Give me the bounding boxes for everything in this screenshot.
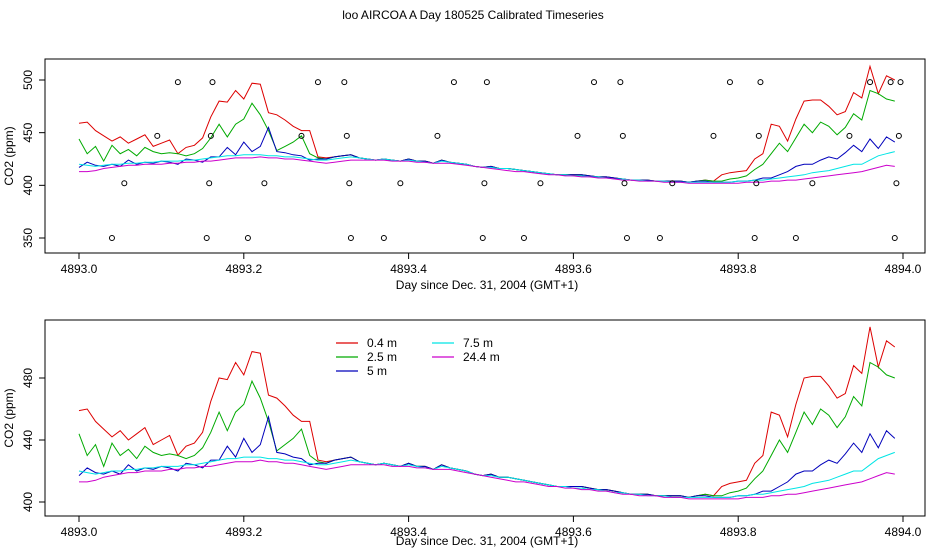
legend-bottom: 0.4 m2.5 m5 m 7.5 m24.4 m	[336, 336, 500, 378]
calibration-point	[753, 180, 760, 187]
calibration-point	[380, 235, 387, 241]
calibration-point	[520, 235, 527, 241]
top-x-tick-label: 4893.2	[225, 262, 262, 276]
x-axis-label-bottom: Day since Dec. 31, 2004 (GMT+1)	[396, 534, 578, 548]
top-y-tick-label: 450	[21, 122, 35, 142]
calibration-point	[591, 79, 597, 86]
calibration-point	[481, 180, 488, 187]
calibration-point	[887, 79, 894, 86]
calibration-point	[792, 235, 799, 241]
series-group-bottom	[78, 326, 896, 500]
bottom-y-tick-label: 480	[21, 368, 35, 388]
calibration-point	[479, 235, 486, 241]
bottom-series-line-5	[79, 459, 895, 500]
y-axis-label-top: CO2 (ppm)	[2, 126, 16, 185]
calibration-point	[897, 79, 904, 86]
calibration-point	[154, 132, 161, 139]
calibration-point	[621, 180, 628, 187]
x-axis-label-top: Day since Dec. 31, 2004 (GMT+1)	[396, 278, 578, 292]
calibration-point	[121, 180, 128, 187]
calibration-point	[341, 79, 348, 86]
top-y-tick-label: 500	[21, 70, 35, 90]
calibration-point	[343, 132, 350, 139]
top-series-line-4	[78, 151, 895, 183]
top-x-tick-label: 4893.6	[555, 262, 592, 276]
calibration-point	[244, 235, 251, 241]
calibration-point	[891, 235, 898, 241]
calibration-point	[751, 235, 758, 241]
calibration-point	[710, 132, 717, 139]
calibration-point	[623, 235, 630, 241]
calibration-point	[893, 180, 900, 187]
calibration-point	[669, 180, 676, 187]
chart-bottom: 4893.0 4893.2 4893.4 4893.6 4893.8 4894.0 400 4…	[2, 319, 926, 548]
legend-label: 2.5 m	[367, 350, 397, 364]
bottom-series-line-2	[78, 361, 895, 498]
calibration-point	[757, 79, 764, 86]
axis-ticks-top: 4893.0 4893.2 4893.4 4893.6 4893.8 4894.0 350 4…	[21, 70, 922, 276]
top-series-line-1	[78, 64, 896, 183]
calibration-point	[846, 132, 853, 139]
bottom-x-tick-label: 4893.4	[390, 525, 427, 539]
calibration-point	[209, 79, 216, 86]
calibration-point	[619, 132, 626, 139]
calibration-point	[206, 180, 213, 187]
calibration-point	[483, 79, 490, 86]
top-x-tick-label: 4893.8	[720, 262, 757, 276]
top-x-tick-label: 4894.0	[885, 262, 922, 276]
calibration-point	[617, 79, 624, 86]
bottom-series-line-4	[78, 451, 895, 498]
calibration-point	[537, 180, 544, 187]
plot-area-top	[44, 58, 926, 254]
bottom-x-tick-label: 4893.6	[555, 525, 592, 539]
bottom-x-tick-label: 4893.8	[720, 525, 757, 539]
calibration-point	[298, 132, 305, 139]
calibration-point	[347, 235, 354, 241]
calibration-point	[656, 235, 663, 241]
bottom-x-tick-label: 4893.0	[61, 525, 98, 539]
calibration-point	[397, 180, 404, 187]
calibration-point	[261, 180, 268, 187]
bottom-x-tick-label: 4894.0	[885, 525, 922, 539]
axis-ticks-bottom: 4893.0 4893.2 4893.4 4893.6 4893.8 4894.0 400 4…	[21, 368, 922, 539]
legend-label: 0.4 m	[367, 336, 397, 350]
calibration-point	[867, 79, 874, 86]
figure-title: loo AIRCOA A Day 180525 Calibrated Times…	[342, 8, 603, 22]
top-x-tick-label: 4893.0	[61, 262, 98, 276]
calibration-point	[346, 180, 353, 187]
legend-label: 24.4 m	[463, 350, 500, 364]
top-x-tick-label: 4893.4	[390, 262, 427, 276]
y-axis-label-bottom: CO2 (ppm)	[2, 388, 16, 447]
bottom-series-line-3	[78, 414, 896, 498]
calibration-point	[450, 79, 457, 86]
calibration-point	[726, 79, 733, 86]
calibration-point	[755, 132, 762, 139]
top-y-tick-label: 400	[21, 175, 35, 195]
bottom-y-tick-label: 440	[21, 430, 35, 450]
calibration-point	[434, 132, 441, 139]
plot-area-bottom	[44, 319, 926, 517]
top-y-tick-label: 350	[21, 228, 35, 248]
bottom-y-tick-label: 400	[21, 492, 35, 512]
calibration-point	[207, 132, 214, 139]
chart-top: 4893.0 4893.2 4893.4 4893.6 4893.8 4894.0 350 4…	[2, 58, 926, 292]
calibration-point	[809, 180, 816, 187]
series-group-top	[78, 64, 896, 184]
calibration-point	[203, 235, 210, 241]
calibration-points-top	[108, 79, 904, 241]
calibration-point	[174, 79, 181, 86]
calibration-point	[895, 132, 902, 139]
legend-label: 7.5 m	[463, 336, 493, 350]
legend-label: 5 m	[367, 364, 387, 378]
calibration-point	[574, 132, 581, 139]
bottom-x-tick-label: 4893.2	[225, 525, 262, 539]
top-series-line-3	[78, 126, 896, 183]
calibration-point	[108, 235, 115, 241]
calibration-point	[314, 79, 321, 86]
